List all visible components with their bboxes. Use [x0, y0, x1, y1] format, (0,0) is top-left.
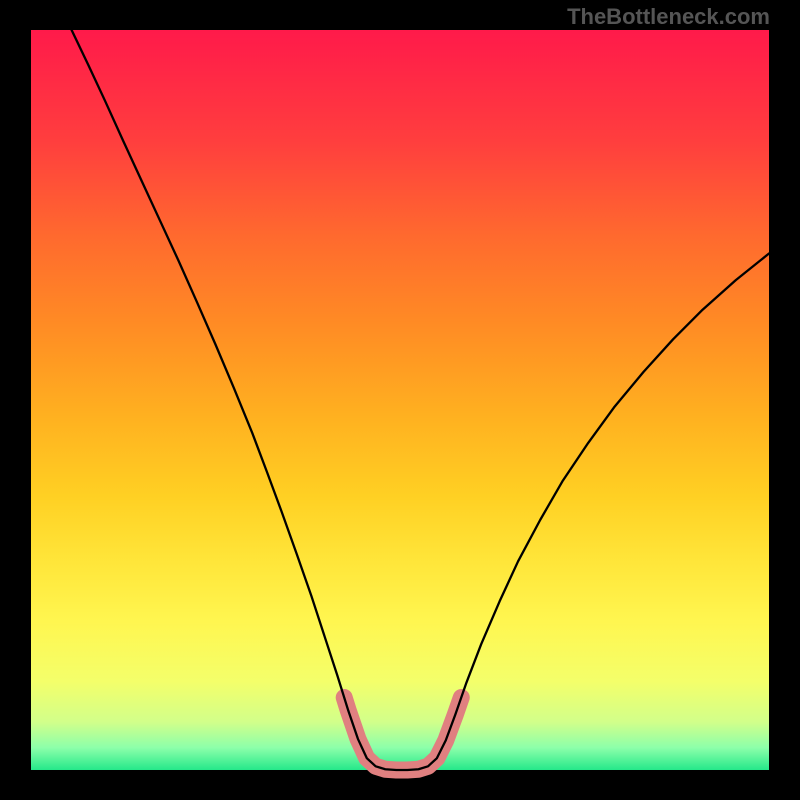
chart-stage: TheBottleneck.com: [0, 0, 800, 800]
gradient-background: [31, 30, 769, 770]
watermark-label: TheBottleneck.com: [567, 4, 770, 30]
bottleneck-chart: [0, 0, 800, 800]
